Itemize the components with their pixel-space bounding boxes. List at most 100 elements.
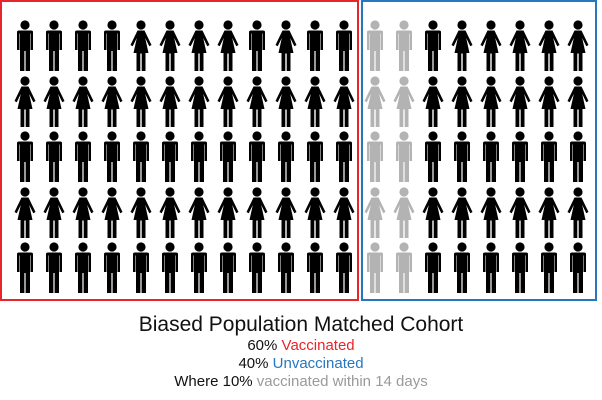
man-figure-icon (478, 131, 504, 183)
man-figure-icon (302, 242, 328, 294)
man-figure-icon (507, 131, 533, 183)
woman-figure-icon (186, 20, 212, 72)
woman-figure-icon (478, 20, 504, 72)
woman-figure-icon (536, 186, 562, 239)
man-figure-icon (12, 20, 38, 72)
woman-figure-icon (565, 75, 591, 128)
man-figure-icon (70, 242, 96, 294)
woman-figure-icon (331, 75, 357, 128)
woman-figure-icon (507, 186, 533, 239)
man-figure-icon (536, 131, 562, 183)
man-figure-icon (186, 131, 212, 183)
man-figure-icon-recent (362, 20, 388, 72)
woman-figure-icon (478, 75, 504, 128)
man-figure-icon (420, 131, 446, 183)
woman-figure-icon (302, 75, 328, 128)
man-figure-icon (331, 242, 357, 294)
man-figure-icon (302, 131, 328, 183)
man-figure-icon (331, 131, 357, 183)
man-figure-icon (215, 242, 241, 294)
man-figure-icon (128, 131, 154, 183)
woman-figure-icon (331, 186, 357, 239)
man-figure-icon (420, 20, 446, 72)
man-figure-icon (244, 20, 270, 72)
woman-figure-icon (215, 20, 241, 72)
man-figure-icon-recent (391, 242, 417, 294)
woman-figure-icon (99, 75, 125, 128)
woman-figure-icon (507, 75, 533, 128)
man-figure-icon-recent (391, 20, 417, 72)
woman-figure-icon (302, 186, 328, 239)
man-figure-icon (128, 242, 154, 294)
caption: Biased Population Matched Cohort 60% Vac… (0, 312, 602, 391)
woman-figure-icon (244, 75, 270, 128)
man-figure-icon (41, 20, 67, 72)
vaccinated-group-box (0, 0, 359, 301)
man-figure-icon (99, 242, 125, 294)
man-figure-icon (99, 131, 125, 183)
woman-figure-icon (157, 20, 183, 72)
man-figure-icon-recent (362, 131, 388, 183)
woman-figure-icon (41, 186, 67, 239)
woman-figure-icon (478, 186, 504, 239)
woman-figure-icon (420, 75, 446, 128)
caption-vaccinated-line: 60% Vaccinated (0, 337, 602, 355)
man-figure-icon (12, 242, 38, 294)
man-figure-icon (244, 242, 270, 294)
man-figure-icon (507, 242, 533, 294)
woman-figure-icon (215, 186, 241, 239)
woman-figure-icon (507, 20, 533, 72)
woman-figure-icon (273, 75, 299, 128)
man-figure-icon-recent (362, 242, 388, 294)
vaccinated-percent: 60% (247, 337, 278, 354)
caption-recent-line: Where 10% vaccinated within 14 days (0, 373, 602, 391)
vaccinated-label: Vaccinated (281, 337, 355, 354)
unvaccinated-percent: 40% (238, 355, 269, 372)
man-figure-icon-recent (391, 131, 417, 183)
man-figure-icon (273, 131, 299, 183)
woman-figure-icon (128, 186, 154, 239)
caption-title: Biased Population Matched Cohort (138, 313, 464, 336)
man-figure-icon (449, 242, 475, 294)
woman-figure-icon (157, 75, 183, 128)
man-figure-icon (41, 131, 67, 183)
man-figure-icon (70, 131, 96, 183)
woman-figure-icon (41, 75, 67, 128)
woman-figure-icon (12, 186, 38, 239)
recent-percent: Where 10% (174, 373, 253, 390)
woman-figure-icon (215, 75, 241, 128)
woman-figure-icon (449, 186, 475, 239)
woman-figure-icon-recent (362, 186, 388, 239)
woman-figure-icon (12, 75, 38, 128)
woman-figure-icon (420, 186, 446, 239)
recent-label: vaccinated within 14 days (256, 373, 428, 390)
man-figure-icon (157, 131, 183, 183)
man-figure-icon (12, 131, 38, 183)
woman-figure-icon (186, 186, 212, 239)
woman-figure-icon-recent (391, 186, 417, 239)
caption-unvaccinated-line: 40% Unvaccinated (0, 355, 602, 373)
woman-figure-icon (273, 186, 299, 239)
woman-figure-icon (128, 20, 154, 72)
man-figure-icon (70, 20, 96, 72)
man-figure-icon (99, 20, 125, 72)
man-figure-icon (186, 242, 212, 294)
woman-figure-icon (128, 75, 154, 128)
man-figure-icon (244, 131, 270, 183)
man-figure-icon (273, 242, 299, 294)
unvaccinated-label: Unvaccinated (272, 355, 364, 372)
woman-figure-icon (536, 20, 562, 72)
man-figure-icon (157, 242, 183, 294)
woman-figure-icon (565, 20, 591, 72)
man-figure-icon (478, 242, 504, 294)
man-figure-icon (565, 242, 591, 294)
woman-figure-icon (449, 20, 475, 72)
man-figure-icon (536, 242, 562, 294)
man-figure-icon (215, 131, 241, 183)
man-figure-icon (449, 131, 475, 183)
woman-figure-icon-recent (391, 75, 417, 128)
man-figure-icon (41, 242, 67, 294)
man-figure-icon (420, 242, 446, 294)
unvaccinated-group-box (361, 0, 597, 301)
woman-figure-icon (157, 186, 183, 239)
